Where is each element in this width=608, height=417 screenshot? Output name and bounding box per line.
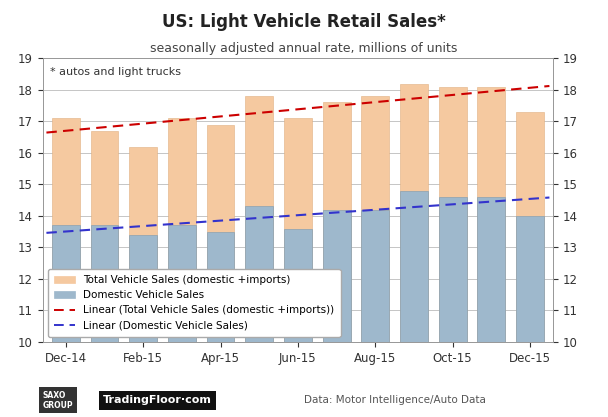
Bar xyxy=(245,96,273,342)
Bar xyxy=(323,103,351,342)
Bar xyxy=(52,118,80,342)
Bar xyxy=(245,206,273,342)
Bar xyxy=(91,225,119,342)
Text: * autos and light trucks: * autos and light trucks xyxy=(50,67,181,77)
Bar xyxy=(477,197,505,342)
Bar xyxy=(323,210,351,342)
Bar xyxy=(400,191,428,342)
Bar xyxy=(130,147,157,342)
Bar xyxy=(168,225,196,342)
Bar xyxy=(284,229,312,342)
Text: US: Light Vehicle Retail Sales*: US: Light Vehicle Retail Sales* xyxy=(162,13,446,30)
Bar xyxy=(477,87,505,342)
Text: SAXO
GROUP: SAXO GROUP xyxy=(43,391,73,410)
Bar xyxy=(439,87,466,342)
Legend: Total Vehicle Sales (domestic +imports), Domestic Vehicle Sales, Linear (Total V: Total Vehicle Sales (domestic +imports),… xyxy=(48,269,340,337)
Bar xyxy=(207,232,235,342)
Bar xyxy=(52,225,80,342)
Bar xyxy=(516,216,544,342)
Bar xyxy=(207,125,235,342)
Text: seasonally adjusted annual rate, millions of units: seasonally adjusted annual rate, million… xyxy=(150,42,458,55)
Bar xyxy=(361,210,389,342)
Bar xyxy=(284,118,312,342)
Bar xyxy=(168,118,196,342)
Bar xyxy=(130,235,157,342)
Text: TradingFloor·com: TradingFloor·com xyxy=(103,395,212,405)
Bar xyxy=(91,131,119,342)
Bar xyxy=(439,197,466,342)
Bar xyxy=(516,112,544,342)
Text: Data: Motor Intelligence/Auto Data: Data: Motor Intelligence/Auto Data xyxy=(304,395,486,405)
Bar xyxy=(361,96,389,342)
Bar xyxy=(400,83,428,342)
